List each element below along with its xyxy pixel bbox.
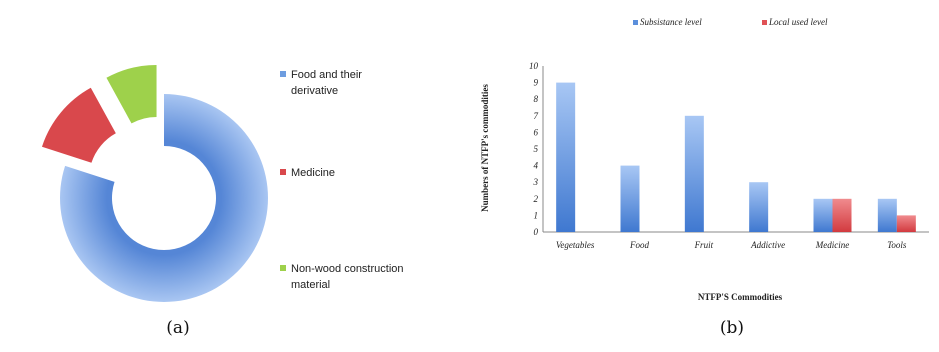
y-tick-label: 9 [534, 78, 539, 88]
y-tick-label: 5 [534, 144, 539, 154]
bar-subsistence [813, 198, 833, 232]
y-tick-label: 3 [533, 177, 539, 187]
legend-swatch-nonwood [280, 265, 286, 271]
bar-subsistence [620, 165, 640, 232]
y-tick-label: 8 [534, 94, 539, 104]
y-axis-title: Numbers of NTFP's commodities [480, 84, 490, 212]
x-tick-label: Fruit [694, 240, 714, 250]
donut-chart: Food and their derivative Medicine Non-wood… [41, 64, 404, 338]
legend-swatch-local [762, 20, 767, 25]
bar-local [832, 198, 852, 232]
bar-subsistence [877, 198, 897, 232]
legend-label-nonwood: Non-wood construction [291, 263, 404, 275]
y-tick-label: 0 [534, 227, 539, 237]
legend-label-food: derivative [291, 85, 338, 97]
legend-label-medicine: Medicine [291, 167, 335, 179]
bar-subsistence [684, 115, 704, 232]
bar-local [896, 215, 916, 232]
y-tick-label: 2 [534, 194, 539, 204]
legend-label-subsistence: Subsistance level [640, 17, 702, 27]
caption-a: (a) [166, 318, 189, 338]
caption-b: (b) [720, 318, 744, 338]
x-tick-label: Addictive [750, 240, 785, 250]
y-tick-label: 4 [534, 161, 539, 171]
legend-label-local: Local used level [768, 17, 828, 27]
x-axis-title: NTFP'S Commodities [698, 292, 783, 302]
y-tick-label: 10 [529, 61, 539, 71]
slice-nonwood [106, 64, 157, 124]
legend-swatch-food [280, 71, 286, 77]
donut-chart-panel: Food and their derivative Medicine Non-wood… [0, 0, 430, 347]
x-tick-label: Medicine [815, 240, 849, 250]
bar-chart-panel: Subsistance level Local used level 0 1 2 3 4 5… [455, 0, 939, 347]
x-tick-label: Food [629, 240, 649, 250]
legend-label-nonwood: material [291, 279, 330, 291]
legend-label-food: Food and their [291, 69, 362, 81]
x-tick-label: Vegetables [556, 240, 595, 250]
slice-medicine [41, 87, 116, 163]
x-tick-label: Tools [887, 240, 907, 250]
legend-swatch-subsistence [633, 20, 638, 25]
y-tick-label: 6 [534, 127, 539, 137]
bar-chart: Subsistance level Local used level 0 1 2 3 4 5… [480, 17, 929, 338]
bar-subsistence [749, 182, 769, 232]
bar-subsistence [556, 82, 576, 232]
y-tick-label: 7 [534, 111, 539, 121]
slice-food [59, 94, 268, 302]
y-tick-label: 1 [534, 210, 539, 220]
legend-swatch-medicine [280, 169, 286, 175]
